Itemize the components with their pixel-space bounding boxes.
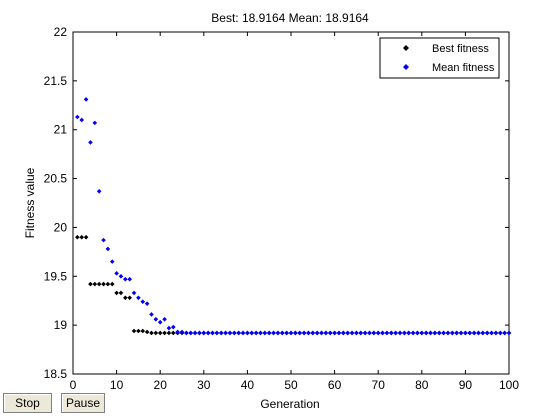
x-tick-label: 80: [415, 378, 429, 392]
x-tick-label: 40: [241, 378, 255, 392]
plot-area: [73, 32, 509, 374]
y-tick-label: 19: [54, 318, 68, 332]
x-tick-label: 30: [197, 378, 211, 392]
x-tick-label: 10: [110, 378, 124, 392]
x-tick-label: 70: [372, 378, 386, 392]
y-tick-label: 19.5: [44, 269, 68, 283]
legend-label-mean: Mean fitness: [432, 62, 495, 74]
x-tick-label: 50: [284, 378, 298, 392]
x-axis-label: Generation: [260, 397, 319, 411]
x-tick-label: 90: [459, 378, 473, 392]
x-tick-label: 0: [70, 378, 77, 392]
legend-label-best: Best fitness: [432, 43, 489, 55]
stop-button[interactable]: Stop: [3, 393, 52, 413]
x-tick-label: 60: [328, 378, 342, 392]
y-tick-label: 21.5: [44, 74, 68, 88]
x-tick-label: 100: [499, 378, 519, 392]
y-tick-label: 20: [54, 220, 68, 234]
y-axis-label: Fitness value: [23, 167, 37, 238]
y-tick-label: 18.5: [44, 367, 68, 381]
y-tick-label: 22: [54, 25, 68, 39]
chart-title: Best: 18.9164 Mean: 18.9164: [211, 11, 369, 25]
y-tick-label: 20.5: [44, 172, 68, 186]
x-tick-label: 20: [154, 378, 168, 392]
legend: Best fitness Mean fitness: [380, 38, 499, 78]
pause-button[interactable]: Pause: [61, 393, 105, 413]
y-tick-label: 21: [54, 123, 68, 137]
